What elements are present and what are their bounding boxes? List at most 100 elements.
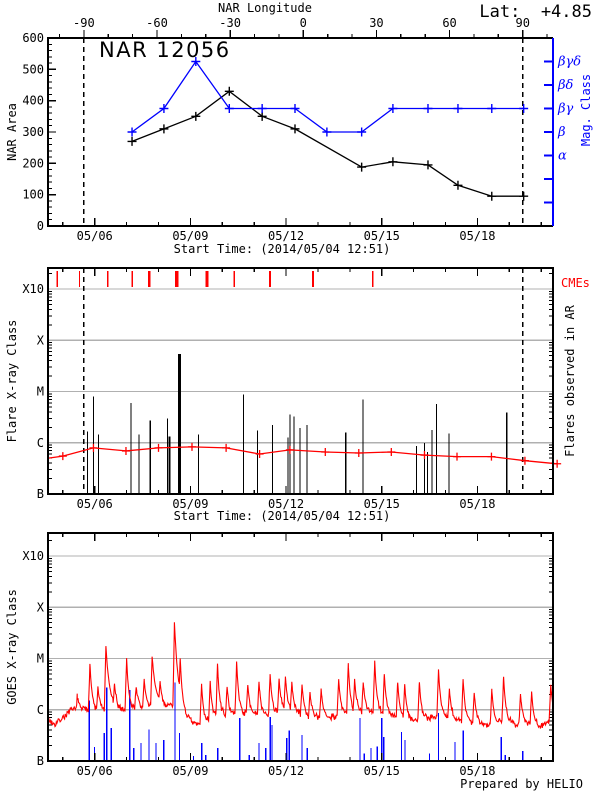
date-tick-label: 05/15 xyxy=(364,229,400,243)
goes-class-tick-label: X10 xyxy=(22,549,44,563)
background-flux-point xyxy=(420,451,429,460)
longitude-tick-label: 30 xyxy=(369,16,383,30)
nar-area-axis-label: NAR Area xyxy=(5,103,19,161)
date-tick-label: 05/09 xyxy=(172,764,208,778)
longitude-tick-label: 90 xyxy=(515,16,529,30)
mag-class-tick-label: βγ xyxy=(557,102,574,117)
date-tick-label: 05/12 xyxy=(268,764,304,778)
background-flux-point xyxy=(154,443,163,452)
flare-class-tick-label: B xyxy=(37,487,44,501)
nar-area-point xyxy=(388,157,398,167)
date-tick-label: 05/06 xyxy=(77,229,113,243)
flares-observed-label: Flares observed in AR xyxy=(563,305,577,457)
goes-class-tick-label: C xyxy=(37,703,44,717)
area-tick-label: 100 xyxy=(22,188,44,202)
start-time-label-top: Start Time: (2014/05/04 12:51) xyxy=(173,242,391,256)
date-tick-label: 05/18 xyxy=(459,229,495,243)
mag-class-point xyxy=(159,104,169,113)
nar-area-point xyxy=(290,124,300,134)
mag-class-point xyxy=(453,104,463,113)
mag-class-point xyxy=(357,127,367,137)
nar-area-point xyxy=(191,111,201,121)
area-tick-label: 600 xyxy=(22,31,44,45)
mag-class-point xyxy=(519,104,529,113)
background-flux-point xyxy=(89,443,98,452)
background-flux-point xyxy=(453,452,462,461)
mag-class-tick-label: βδ xyxy=(557,78,574,93)
date-tick-label: 05/15 xyxy=(364,497,400,511)
longitude-tick-label: -60 xyxy=(146,16,168,30)
goes-panel: 05/06 05/09 05/12 05/15 05/18 B C M X X10 xyxy=(22,532,554,778)
background-flux-point xyxy=(285,445,294,454)
background-flux-point xyxy=(187,442,196,451)
nar-area-point xyxy=(127,136,137,146)
date-tick-label: 05/15 xyxy=(364,764,400,778)
goes-long-curve xyxy=(47,622,554,729)
flare-class-tick-label: M xyxy=(37,385,44,399)
mag-class-axis-label: Mag. Class xyxy=(579,73,593,147)
mag-class-point xyxy=(127,127,137,137)
mag-class-point xyxy=(487,104,497,113)
date-tick-label: 05/12 xyxy=(268,229,304,243)
background-flux-point xyxy=(321,447,330,456)
longitude-tick-label: 0 xyxy=(300,16,307,30)
mag-class-tick-label: β xyxy=(557,125,566,140)
area-tick-label: 300 xyxy=(22,125,44,139)
credit-label: Prepared by HELIO xyxy=(460,777,583,791)
flare-class-tick-label: C xyxy=(37,436,44,450)
background-flux-point xyxy=(553,459,562,468)
goes-class-tick-label: X xyxy=(37,600,45,614)
start-time-label-middle: Start Time: (2014/05/04 12:51) xyxy=(173,509,391,523)
nar-area-point xyxy=(224,86,234,96)
goes-xray-axis-label: GOES X-ray Class xyxy=(5,589,19,705)
date-tick-label: 05/09 xyxy=(172,497,208,511)
top-axis-title: NAR Longitude xyxy=(218,1,312,15)
background-flux-point xyxy=(520,456,529,465)
mag-class-point xyxy=(224,104,234,113)
background-flux-point xyxy=(255,450,264,459)
date-tick-label: 05/09 xyxy=(172,229,208,243)
longitude-tick-label: -30 xyxy=(219,16,241,30)
background-flux-point xyxy=(58,452,67,461)
flare-class-tick-label: X xyxy=(37,333,45,347)
longitude-tick-label: -90 xyxy=(73,16,95,30)
flare-class-tick-label: X10 xyxy=(22,282,44,296)
flare-panel: 05/06 05/09 05/12 05/15 05/18 B C M X X10 xyxy=(22,267,562,511)
mag-class-point xyxy=(257,104,267,113)
background-flux-point xyxy=(487,452,496,461)
nar-area-panel: -90 -60 -30 0 30 60 90 0 100 200 300 400 500 600 05/06… xyxy=(22,16,581,243)
nar-area-point xyxy=(159,124,169,134)
mag-class-point xyxy=(388,104,398,113)
mag-class-point xyxy=(290,104,300,113)
background-flux-point xyxy=(121,446,130,455)
goes-class-tick-label: B xyxy=(37,754,44,768)
longitude-tick-label: 60 xyxy=(442,16,456,30)
area-tick-label: 400 xyxy=(22,94,44,108)
background-flux-point xyxy=(354,449,363,457)
area-tick-label: 200 xyxy=(22,156,44,170)
goes-panel-frame xyxy=(47,532,554,762)
mag-class-series xyxy=(131,60,524,133)
mag-class-point xyxy=(191,57,201,66)
area-tick-label: 0 xyxy=(37,219,44,233)
flare-panel-frame xyxy=(47,267,554,495)
mag-class-tick-label: α xyxy=(558,149,567,164)
date-tick-label: 05/06 xyxy=(77,764,113,778)
nar-area-point xyxy=(357,162,367,172)
goes-class-tick-label: M xyxy=(37,652,44,666)
nar-area-point xyxy=(423,160,433,170)
background-flux-point xyxy=(387,447,396,456)
nar-area-series xyxy=(131,90,524,197)
background-flux-curve xyxy=(48,446,558,465)
mag-class-tick-label: βγδ xyxy=(557,55,581,70)
date-tick-label: 05/18 xyxy=(459,764,495,778)
region-title: NAR 12056 xyxy=(99,38,231,62)
cmes-label: CMEs xyxy=(561,276,590,290)
nar-area-point xyxy=(519,191,529,201)
area-tick-label: 500 xyxy=(22,62,44,76)
background-flux-point xyxy=(222,443,231,452)
nar-area-point xyxy=(453,180,463,190)
latitude-annotation: Lat: +4.85 xyxy=(479,2,592,22)
